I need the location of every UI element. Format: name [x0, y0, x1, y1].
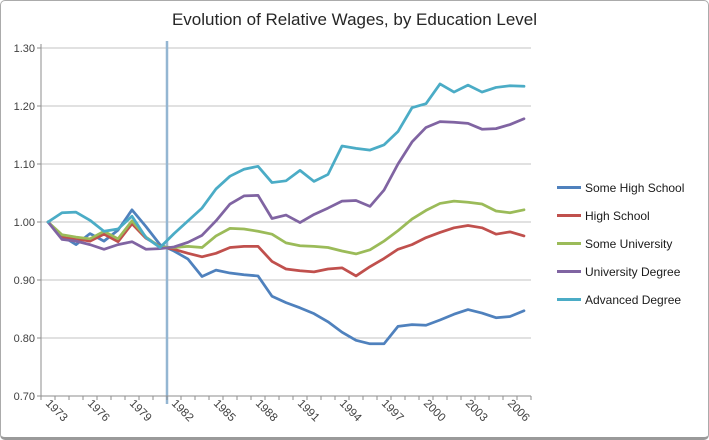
x-axis-tick-label: 1976: [85, 398, 112, 425]
x-axis-tick-label: 1988: [253, 398, 280, 425]
x-axis-tick-label: 2006: [505, 398, 532, 425]
series-line-some-high-school: [46, 208, 526, 346]
series-line-some-university: [46, 199, 526, 256]
x-axis-tick-label: 1973: [43, 398, 70, 425]
y-axis-tick-label: 0.80: [14, 333, 35, 345]
x-axis-tick-label: 1979: [127, 398, 154, 425]
y-axis-tick-label: 1.20: [14, 101, 35, 113]
legend-line-swatch: [557, 298, 581, 301]
x-axis-tick-label: 2000: [421, 398, 448, 425]
y-axis-tick-label: 0.90: [14, 275, 35, 287]
y-axis-tick-label: 1.00: [14, 217, 35, 229]
x-axis-tick-label: 1991: [295, 398, 322, 425]
y-axis-tick-label: 1.30: [14, 43, 35, 55]
legend-item-high-school: High School: [557, 208, 684, 223]
legend-item-advanced-degree: Advanced Degree: [557, 292, 684, 307]
x-axis-tick-label: 1994: [337, 398, 364, 425]
chart-title: Evolution of Relative Wages, by Educatio…: [171, 10, 538, 29]
y-axis-tick-label: 1.10: [14, 159, 35, 171]
legend-item-university-degree: University Degree: [557, 264, 684, 279]
legend-label: High School: [585, 208, 650, 223]
legend-line-swatch: [557, 242, 581, 245]
series-line-university-degree: [46, 117, 526, 251]
legend-label: University Degree: [585, 264, 681, 279]
legend-line-swatch: [557, 270, 581, 273]
x-axis-tick-label: 1985: [211, 398, 238, 425]
legend-line-swatch: [557, 214, 581, 217]
legend-line-swatch: [557, 186, 581, 189]
legend-label: Some University: [585, 236, 673, 251]
x-axis-tick-label: 1997: [379, 398, 406, 425]
series-line-advanced-degree: [46, 82, 526, 249]
legend-item-some-university: Some University: [557, 236, 684, 251]
legend-label: Some High School: [585, 180, 685, 195]
legend: Some High School High School Some Universi…: [557, 180, 684, 320]
x-axis-tick-label: 2003: [463, 398, 490, 425]
series-line-high-school: [46, 220, 526, 278]
legend-label: Advanced Degree: [585, 292, 682, 307]
legend-item-some-high-school: Some High School: [557, 180, 684, 195]
y-axis-tick-label: 0.70: [14, 391, 35, 403]
x-axis-tick-label: 1982: [169, 398, 196, 425]
